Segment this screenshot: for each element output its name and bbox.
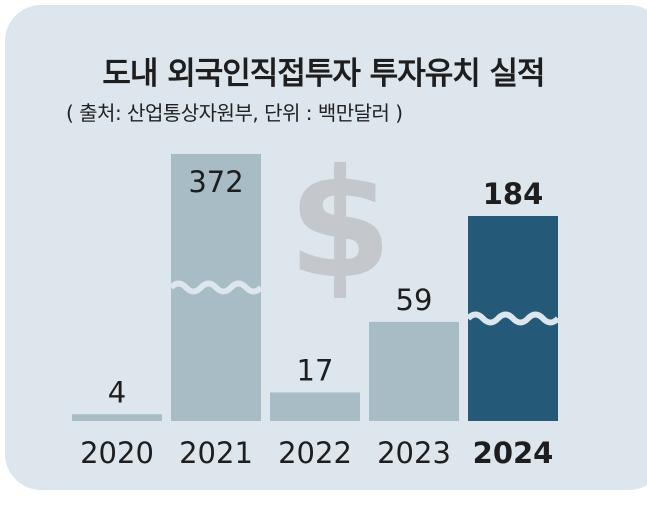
axis-break-2024: [465, 311, 561, 326]
bar-2022: [270, 392, 360, 421]
x-tick-label-2024: 2024: [473, 436, 554, 470]
x-tick-label-2023: 2023: [377, 436, 451, 470]
x-tick-label-2021: 2021: [179, 436, 253, 470]
value-label-2022: 17: [297, 353, 334, 387]
x-tick-label-2020: 2020: [80, 436, 154, 470]
value-label-2024: 184: [483, 177, 544, 211]
value-label-2023: 59: [396, 283, 433, 317]
axis-break-2021: [168, 280, 264, 295]
dollar-sign-icon: $: [288, 138, 392, 312]
value-label-2020: 4: [108, 375, 126, 409]
bar-2020: [72, 414, 162, 421]
value-label-2021: 372: [188, 165, 243, 199]
x-tick-label-2022: 2022: [278, 436, 352, 470]
chart-title: 도내 외국인직접투자 투자유치 실적: [102, 56, 545, 92]
chart-subtitle: ( 출처: 산업통상자원부, 단위 : 백만달러 ): [66, 101, 403, 125]
bar-2023: [369, 321, 459, 421]
